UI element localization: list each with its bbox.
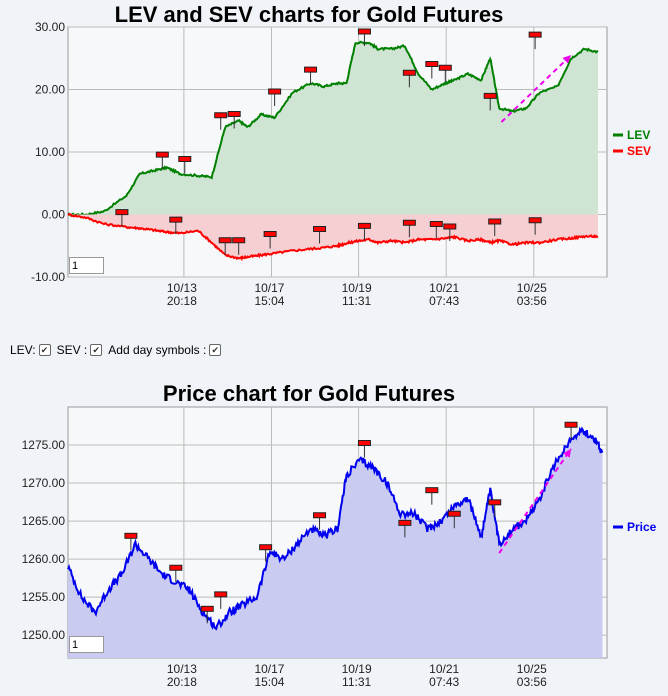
day-marker — [259, 544, 273, 551]
series-line-sev — [67, 212, 599, 262]
x-tick-label: 10/25 — [517, 662, 547, 676]
trend-arrow-head — [563, 448, 572, 458]
x-tick-label: 10/19 — [342, 281, 372, 295]
x-tick-label: 11:31 — [342, 294, 371, 308]
day-marker — [488, 218, 502, 225]
day-marker — [214, 112, 228, 119]
x-tick-label: 15:04 — [254, 675, 284, 689]
x-tick-label: 20:18 — [167, 294, 197, 308]
x-tick-label: 10/17 — [254, 662, 284, 676]
day-marker — [227, 111, 241, 117]
lev-checkbox[interactable]: ✔ — [38, 344, 51, 356]
y-tick-label: 1260.00 — [22, 552, 66, 566]
x-tick-label: 11:31 — [342, 675, 371, 689]
day-marker — [425, 487, 439, 494]
day-marker — [304, 66, 318, 73]
legend-label: Price — [627, 520, 657, 534]
sev-option-label: SEV : — [56, 343, 88, 357]
series-fill-lev — [68, 41, 599, 216]
day-marker — [528, 31, 542, 38]
day-marker — [483, 92, 497, 99]
day-marker — [263, 231, 277, 237]
day-marker — [429, 221, 443, 227]
y-tick-label: 0.00 — [42, 208, 66, 222]
series-fill-sev — [68, 214, 599, 259]
series-options: LEV: ✔ SEV : ✔ Add day symbols : ✔ — [10, 343, 224, 357]
day-marker — [488, 499, 502, 506]
day-marker — [425, 61, 439, 67]
day-marker — [124, 532, 138, 539]
day-marker — [357, 440, 371, 447]
x-tick-label: 03:56 — [517, 294, 547, 308]
trend-arrow-line — [500, 54, 572, 123]
x-tick-label: 10/17 — [254, 281, 284, 295]
day-symbols-checkbox[interactable]: ✔ — [209, 344, 222, 356]
day-marker — [178, 156, 192, 162]
x-tick-label: 07:43 — [429, 675, 459, 689]
top-zoom-input[interactable]: 1 — [69, 257, 104, 274]
day-marker — [447, 510, 461, 517]
day-marker — [218, 237, 232, 244]
day-marker — [357, 222, 371, 229]
y-tick-label: 1255.00 — [22, 590, 66, 604]
x-tick-label: 15:04 — [254, 294, 284, 308]
y-tick-label: 1270.00 — [22, 476, 66, 490]
legend-label: SEV — [627, 144, 651, 158]
y-tick-label: -10.00 — [31, 270, 65, 284]
x-tick-label: 10/13 — [167, 662, 197, 676]
y-tick-label: 1250.00 — [22, 628, 66, 642]
x-tick-label: 20:18 — [167, 675, 197, 689]
day-marker — [564, 421, 578, 428]
day-marker — [214, 591, 228, 598]
day-marker — [398, 519, 412, 526]
legend-label: LEV — [627, 128, 650, 142]
day-marker — [169, 564, 183, 571]
lev-sev-chart-title: LEV and SEV charts for Gold Futures — [114, 2, 504, 27]
series-line-lev — [68, 40, 599, 217]
day-marker — [169, 216, 183, 223]
y-tick-label: 20.00 — [35, 83, 65, 97]
day-marker — [402, 69, 416, 76]
x-tick-label: 10/13 — [167, 281, 197, 295]
day-marker — [528, 217, 542, 224]
day-marker — [232, 237, 246, 244]
day-marker — [200, 605, 214, 612]
series-line-price — [67, 426, 604, 631]
day-marker — [115, 209, 129, 216]
day-marker — [357, 28, 371, 35]
day-marker — [438, 64, 452, 71]
day-marker — [155, 151, 169, 158]
y-tick-label: 1265.00 — [22, 514, 66, 528]
y-tick-label: 30.00 — [35, 20, 65, 34]
day-marker — [443, 223, 457, 230]
day-marker — [402, 219, 416, 226]
series-fill-price — [68, 428, 603, 658]
x-tick-label: 10/19 — [342, 662, 372, 676]
plot-area — [67, 406, 608, 659]
x-tick-label: 10/21 — [429, 281, 459, 295]
sev-checkbox[interactable]: ✔ — [90, 344, 103, 356]
trend-arrow-line — [498, 448, 572, 554]
y-tick-label: 10.00 — [35, 145, 65, 159]
x-tick-label: 10/21 — [429, 662, 459, 676]
lev-option-label: LEV: — [10, 343, 36, 357]
day-marker — [313, 226, 327, 232]
day-marker — [313, 512, 327, 519]
day-symbols-option-label: Add day symbols : — [108, 343, 207, 357]
x-tick-label: 10/25 — [517, 281, 547, 295]
day-marker — [268, 88, 282, 95]
bottom-zoom-input[interactable]: 1 — [69, 636, 104, 653]
price-chart-title: Price chart for Gold Futures — [162, 381, 456, 406]
x-tick-label: 03:56 — [517, 675, 547, 689]
y-tick-label: 1275.00 — [22, 438, 66, 452]
trend-arrow-head — [562, 55, 572, 64]
x-tick-label: 07:43 — [429, 294, 459, 308]
